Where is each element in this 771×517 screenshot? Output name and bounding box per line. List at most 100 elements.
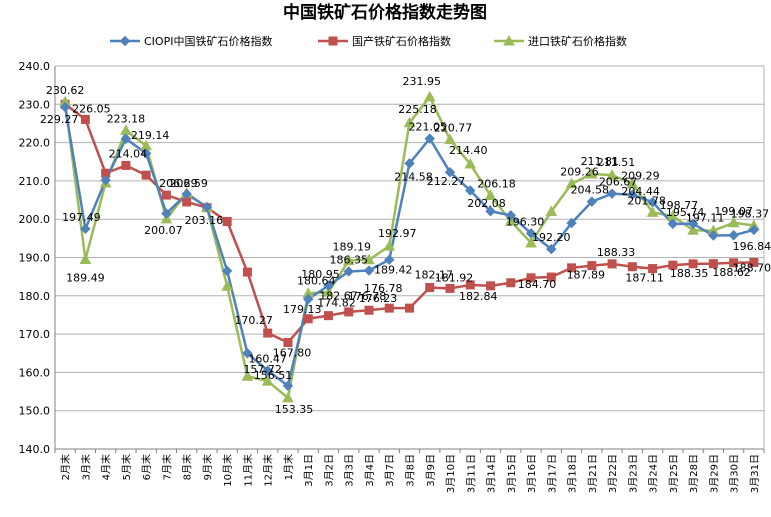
- x-tick-label: 3月14日: [486, 454, 498, 493]
- series-0-point: [59, 101, 71, 113]
- data-label: 198.37: [731, 207, 770, 220]
- series-1-point: [263, 328, 273, 338]
- y-tick-label: 170.0: [19, 328, 51, 341]
- series-1-point: [405, 303, 414, 313]
- series-1-point: [121, 160, 131, 170]
- x-tick-label: 7月末: [160, 454, 173, 480]
- data-label: 197.49: [62, 211, 101, 224]
- y-tick-label: 200.0: [19, 213, 51, 226]
- data-label: 167.80: [273, 347, 312, 360]
- data-label: 203.16: [185, 214, 224, 227]
- data-label: 196.30: [506, 215, 545, 228]
- y-tick-label: 240.0: [19, 60, 51, 73]
- series-1-point: [344, 307, 354, 317]
- data-label: 214.04: [109, 147, 148, 160]
- series-0-point: [465, 185, 476, 196]
- legend-swatch-marker: [119, 35, 131, 47]
- series-markers: [59, 90, 760, 403]
- x-tick-label: 3月25日: [668, 454, 680, 493]
- x-tick-label: 3月30日: [729, 454, 741, 493]
- series-2-point: [646, 206, 659, 217]
- series-2-point: [403, 116, 416, 128]
- series-1-point: [729, 258, 739, 268]
- series-0-point: [505, 210, 516, 221]
- x-tick-label: 3月8日: [405, 454, 417, 487]
- series-1-point: [587, 261, 597, 271]
- x-tick-label: 3月11日: [465, 454, 477, 493]
- data-label: 189.19: [332, 241, 371, 254]
- data-label: 182.84: [459, 290, 498, 303]
- series-2-point: [120, 124, 132, 135]
- series-1-point: [708, 259, 718, 269]
- y-axis-ticks: 140.0 150.0 160.0 170.0 180.0 190.0 200.0 210.0…: [19, 60, 51, 456]
- x-tick-label: 3月18日: [567, 454, 579, 493]
- series-1-point: [567, 263, 577, 273]
- x-tick-label: 3月21日: [587, 454, 599, 493]
- x-tick-label: 3月17日: [546, 454, 558, 493]
- x-tick-label: 3月末: [79, 454, 92, 480]
- data-label: 170.27: [234, 314, 273, 327]
- series-0-point: [303, 293, 314, 305]
- data-label: 206.59: [169, 177, 208, 190]
- y-tick-label: 230.0: [19, 98, 51, 111]
- series-2-point: [282, 391, 294, 403]
- data-label: 214.58: [394, 170, 433, 183]
- series-1-point: [323, 311, 333, 321]
- series-0-point: [221, 265, 233, 277]
- series-1-point: [506, 278, 516, 288]
- axes: [54, 66, 765, 450]
- series-1-point: [546, 272, 556, 282]
- data-label: 180.64: [297, 274, 336, 287]
- series-2-point: [363, 253, 375, 265]
- data-label: 229.27: [40, 113, 79, 126]
- data-label: 156.51: [254, 369, 293, 382]
- series-0-point: [546, 243, 557, 255]
- series-2-point: [727, 216, 740, 228]
- x-tick-label: 3月24日: [648, 454, 660, 493]
- series-0-point: [525, 228, 537, 239]
- data-label: 182.17: [415, 268, 454, 281]
- data-label: 174.82: [317, 297, 356, 310]
- data-label: 197.11: [686, 211, 725, 224]
- y-tick-label: 190.0: [19, 252, 51, 265]
- x-tick-label: 11月末: [241, 454, 254, 487]
- series-2-point: [504, 215, 517, 226]
- series-2-point: [565, 177, 578, 189]
- data-label: 204.44: [621, 185, 660, 198]
- data-label: 204.58: [571, 184, 610, 197]
- chart-title: 中国铁矿石价格指数走势图: [283, 2, 487, 23]
- data-label: 211.51: [597, 156, 636, 169]
- legend-entry: 进口铁矿石价格指数: [528, 34, 627, 48]
- series-0-point: [485, 206, 496, 217]
- data-label: 221.05: [409, 121, 448, 134]
- series-1-point: [627, 262, 637, 272]
- data-label: 219.14: [131, 129, 170, 142]
- x-tick-label: 3月28日: [688, 454, 700, 493]
- data-label: 188.33: [597, 246, 636, 259]
- series-1-point: [222, 216, 232, 226]
- data-label: 192.97: [378, 227, 417, 240]
- series-1-point: [384, 303, 394, 313]
- data-label: 196.84: [733, 240, 771, 253]
- series-line-2: [63, 95, 755, 400]
- data-label: 184.70: [518, 278, 557, 291]
- series-0-point: [647, 196, 658, 208]
- series-0-point: [627, 189, 638, 200]
- x-tick-label: 3月22日: [607, 454, 619, 493]
- y-tick-label: 210.0: [19, 175, 51, 188]
- x-tick-label: 10月末: [221, 454, 234, 487]
- x-tick-label: 3月15日: [506, 454, 518, 493]
- legend: CIOPI中国铁矿石价格指数 国产铁矿石价格指数 进口铁矿石价格指数: [110, 34, 627, 48]
- series-0-point: [444, 166, 456, 178]
- x-tick-label: 3月23日: [627, 454, 639, 493]
- series-0-point: [343, 266, 354, 277]
- series-line-0: [63, 106, 755, 388]
- data-label: 198.77: [660, 199, 699, 212]
- series-1-point: [364, 305, 374, 315]
- series-0-point: [181, 188, 192, 200]
- series-0-point: [424, 133, 435, 144]
- series-0-point: [606, 188, 618, 199]
- data-label: 160.47: [248, 353, 287, 366]
- data-label: 192.20: [532, 231, 571, 244]
